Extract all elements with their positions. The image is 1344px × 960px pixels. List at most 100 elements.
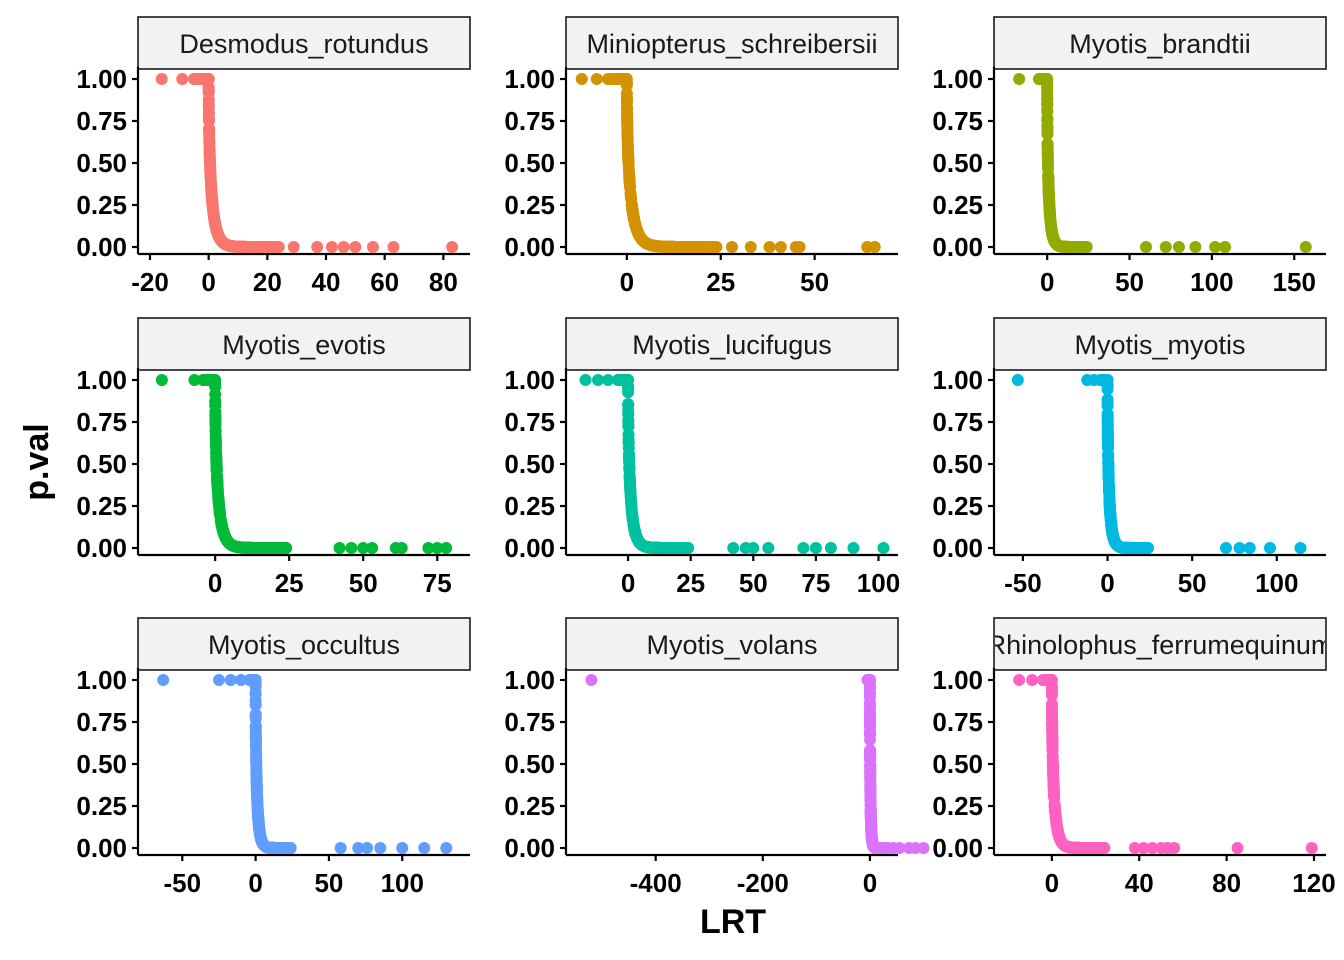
y-tick-label: 0.00 [504, 232, 555, 262]
data-point [628, 524, 641, 537]
x-tick-label: 60 [370, 267, 399, 297]
data-point [337, 241, 350, 253]
data-point [1299, 241, 1312, 253]
facet-panel: Rhinolophus_ferrumequinum0.000.250.500.7… [932, 617, 1336, 898]
data-point [366, 542, 379, 554]
data-point [155, 374, 168, 386]
y-tick-label: 0.25 [504, 791, 555, 821]
x-tick-label: 50 [739, 568, 768, 598]
data-point [396, 842, 409, 854]
x-tick-label: 25 [275, 568, 304, 598]
data-point [446, 241, 459, 253]
data-point [1013, 73, 1026, 85]
data-point [221, 535, 234, 548]
data-point [206, 196, 219, 209]
x-tick-label: 0 [1045, 868, 1059, 898]
data-point [1041, 81, 1054, 94]
data-point [224, 674, 237, 686]
facet-strip-label: Myotis_myotis [1074, 330, 1245, 360]
y-tick-label: 0.25 [504, 491, 555, 521]
data-point [863, 680, 876, 693]
data-point [863, 702, 876, 715]
data-point [1043, 207, 1056, 220]
x-tick-label: 40 [312, 267, 341, 297]
x-tick-label: 20 [253, 267, 282, 297]
x-tick-label: 50 [800, 267, 829, 297]
data-point [325, 241, 338, 253]
y-tick-label: 0.50 [504, 749, 555, 779]
y-tick-label: 0.50 [932, 449, 983, 479]
data-point [202, 102, 215, 115]
data-point [1219, 241, 1232, 253]
y-tick-label: 0.50 [76, 749, 127, 779]
y-tick-label: 0.00 [76, 232, 127, 262]
data-point [793, 241, 806, 253]
data-point [797, 542, 810, 554]
y-tick-label: 1.00 [76, 665, 127, 695]
data-point [1011, 374, 1024, 386]
data-point [212, 674, 225, 686]
data-point [623, 180, 636, 193]
data-point [763, 241, 776, 253]
x-tick-label: 0 [863, 868, 877, 898]
y-tick-label: 1.00 [504, 665, 555, 695]
x-tick-label: 120 [1292, 868, 1335, 898]
data-point [877, 542, 890, 554]
data-point [868, 241, 881, 253]
data-point [864, 764, 877, 777]
data-point [658, 240, 671, 253]
facet-panel: Desmodus_rotundus0.000.250.500.751.00-20… [76, 16, 471, 297]
y-tick-label: 1.00 [932, 365, 983, 395]
data-point [864, 806, 877, 819]
data-point [692, 240, 705, 253]
y-tick-label: 1.00 [504, 64, 555, 94]
data-point [622, 398, 635, 411]
y-tick-label: 0.00 [932, 833, 983, 863]
data-point [209, 396, 222, 409]
y-tick-label: 0.50 [932, 148, 983, 178]
data-point [374, 842, 387, 854]
data-point [1032, 73, 1045, 85]
x-tick-label: 100 [857, 568, 900, 598]
y-tick-label: 0.00 [932, 232, 983, 262]
data-point [1103, 503, 1116, 516]
data-point [272, 240, 285, 253]
x-tick-label: -20 [131, 267, 169, 297]
data-point [809, 542, 822, 554]
y-tick-label: 0.75 [76, 106, 127, 136]
data-point [620, 87, 633, 100]
data-point [1042, 186, 1055, 199]
data-point [1102, 459, 1115, 472]
data-point [1102, 473, 1115, 486]
facet-strip [565, 16, 899, 70]
facet-strip-label: Myotis_occultus [208, 630, 400, 660]
series-points [157, 674, 453, 854]
facet-strip-label: Myotis_lucifugus [632, 330, 832, 360]
data-point [210, 451, 223, 464]
facet-strip-label: Desmodus_rotundus [179, 29, 428, 59]
series-points [579, 374, 890, 554]
facet-strip [137, 16, 471, 70]
y-tick-label: 0.25 [76, 190, 127, 220]
data-point [334, 842, 347, 854]
data-point [253, 826, 266, 839]
x-tick-label: 0 [1100, 568, 1114, 598]
data-point [620, 96, 633, 109]
series-points [575, 73, 881, 253]
data-point [864, 752, 877, 765]
y-tick-label: 0.00 [76, 533, 127, 563]
x-tick-label: 25 [676, 568, 705, 598]
series-points [1013, 674, 1318, 854]
y-tick-label: 0.50 [504, 449, 555, 479]
data-point [864, 786, 877, 799]
facet-strip-label: Rhinolophus_ferrumequinum [987, 630, 1334, 660]
x-tick-label: 40 [1125, 868, 1154, 898]
data-point [209, 413, 222, 426]
data-point [744, 241, 757, 253]
x-tick-label: 75 [801, 568, 830, 598]
y-tick-label: 0.50 [76, 449, 127, 479]
